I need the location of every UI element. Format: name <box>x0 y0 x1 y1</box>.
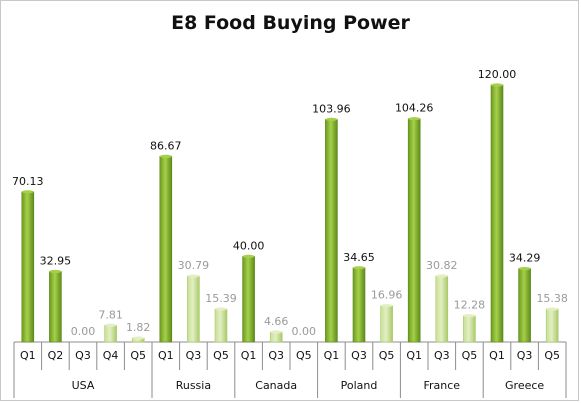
bar-cap <box>242 254 255 258</box>
data-label: 15.39 <box>205 292 237 305</box>
x-tick-label: Q3 <box>434 349 450 362</box>
x-tick-label: Q1 <box>324 349 340 362</box>
bar-cap <box>49 269 62 274</box>
x-tick-label: Q5 <box>379 349 395 362</box>
bar-greece-q1 <box>490 84 504 343</box>
x-tick-label: Q5 <box>296 349 312 362</box>
x-tick-label: Q3 <box>517 349 533 362</box>
bar-cap <box>21 190 34 194</box>
x-tick-label: Q4 <box>103 349 119 362</box>
bar-greece-q3 <box>518 268 531 343</box>
data-label: 4.66 <box>264 315 289 328</box>
x-tick-label: Q5 <box>462 349 478 362</box>
bar-poland-q3 <box>352 267 366 343</box>
bar-cap <box>408 117 421 121</box>
group-label-russia: Russia <box>176 379 211 392</box>
x-tick-label: Q1 <box>241 349 257 362</box>
x-tick-label: Q5 <box>130 349 146 362</box>
data-label: 103.96 <box>312 102 351 115</box>
x-tick-label: Q1 <box>406 349 422 362</box>
bar-usa-q4 <box>104 324 117 343</box>
x-tick-label: Q5 <box>544 349 560 362</box>
bar-cap <box>463 314 476 318</box>
bar-france-q5 <box>463 315 476 343</box>
bar-cap <box>546 307 559 311</box>
bar-france-q3 <box>435 275 449 343</box>
bar-poland-q1 <box>325 119 338 343</box>
data-label: 7.81 <box>98 308 123 321</box>
x-tick-label: Q3 <box>75 349 91 362</box>
bar-cap <box>491 83 503 87</box>
data-label: 86.67 <box>150 139 182 152</box>
bar-cap <box>215 307 227 311</box>
x-tick-label: Q1 <box>20 349 36 362</box>
data-label: 30.79 <box>178 259 210 272</box>
bar-usa-q1 <box>21 191 35 343</box>
data-label: 0.00 <box>292 325 317 338</box>
data-label: 120.00 <box>478 68 517 81</box>
group-label-canada: Canada <box>255 379 297 392</box>
group-label-greece: Greece <box>505 379 544 392</box>
group-label-poland: Poland <box>341 379 378 392</box>
bar-canada-q1 <box>242 256 255 343</box>
bar-cap <box>104 323 117 327</box>
group-label-france: France <box>424 379 461 392</box>
data-label: 16.96 <box>371 289 403 302</box>
bar-cap <box>353 266 365 270</box>
bar-cap <box>270 330 283 334</box>
bar-cap <box>380 304 393 308</box>
bar-cap <box>435 274 448 278</box>
data-label: 34.29 <box>509 252 541 265</box>
x-tick-label: Q5 <box>213 349 229 362</box>
x-tick-label: Q3 <box>268 349 284 362</box>
bar-cap <box>159 154 172 158</box>
data-label: 1.82 <box>126 321 151 334</box>
bar-cap <box>132 336 145 340</box>
data-label: 12.28 <box>454 299 486 312</box>
data-label: 30.82 <box>426 259 458 272</box>
bar-usa-q2 <box>49 271 62 343</box>
chart-title: E8 Food Buying Power <box>171 12 410 34</box>
x-tick-label: Q3 <box>351 349 367 362</box>
x-tick-label: Q2 <box>48 349 64 362</box>
data-label: 0.00 <box>71 325 96 338</box>
data-label: 40.00 <box>233 239 265 252</box>
group-label-usa: USA <box>72 379 95 392</box>
bar-greece-q5 <box>545 308 559 343</box>
x-tick-label: Q3 <box>186 349 202 362</box>
bar-russia-q1 <box>159 156 173 343</box>
bar-cap <box>187 274 200 278</box>
bar-russia-q3 <box>187 275 200 343</box>
data-label: 104.26 <box>395 102 434 115</box>
x-tick-label: Q1 <box>489 349 505 362</box>
data-label: 32.95 <box>40 254 72 267</box>
bar-cap <box>518 266 531 271</box>
data-label: 34.65 <box>343 251 375 264</box>
x-tick-label: Q1 <box>158 349 174 362</box>
data-label: 15.38 <box>536 292 568 305</box>
bar-cap <box>325 117 338 121</box>
data-label: 70.13 <box>12 175 44 188</box>
bar-poland-q5 <box>380 305 393 343</box>
bar-france-q1 <box>407 118 421 343</box>
bar-russia-q5 <box>214 308 228 343</box>
